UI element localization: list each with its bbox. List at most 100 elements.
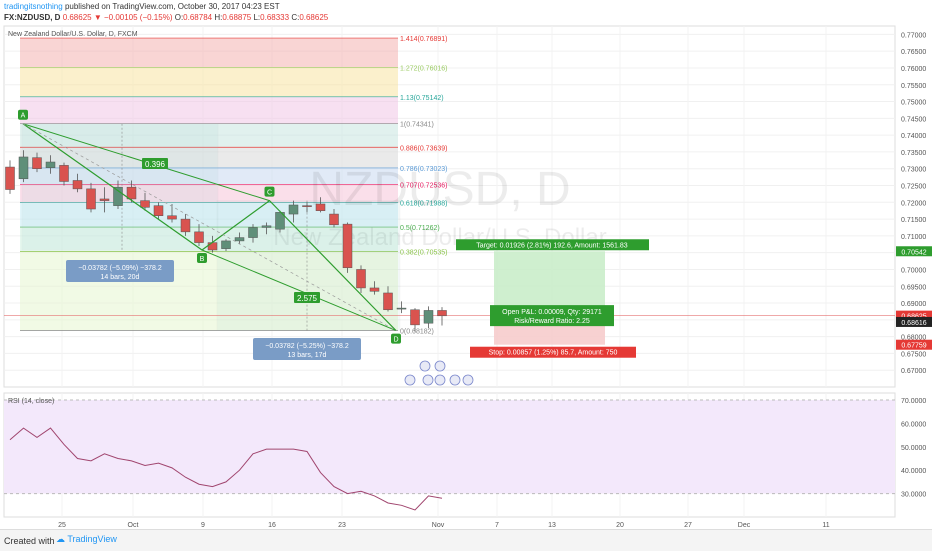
fib-label: 1(0.74341) xyxy=(400,122,434,129)
pattern-point-label: C xyxy=(267,190,272,197)
fib-label: 1.13(0.75142) xyxy=(400,95,444,102)
candle-down xyxy=(180,218,191,233)
candle-up xyxy=(221,240,231,249)
rsi-title: RSI (14, close) xyxy=(8,398,54,405)
series-legend: New Zealand Dollar/U.S. Dollar, D, FXCM xyxy=(8,31,138,38)
pattern-point-badge xyxy=(18,109,28,120)
candle-up xyxy=(275,212,285,230)
price-tick-label: 0.72500 xyxy=(901,184,926,191)
price-badge xyxy=(896,310,932,321)
symbol-label: FX:NZDUSD, D xyxy=(4,13,61,22)
candle-up xyxy=(18,156,29,180)
tradingview-brand[interactable]: ☁ TradingView xyxy=(56,534,117,545)
price-tick-label: 0.67000 xyxy=(901,368,926,375)
price-tick-label: 0.71500 xyxy=(901,217,926,224)
rsi-line xyxy=(9,427,443,511)
economic-event-icon xyxy=(404,374,416,386)
stop-label: Stop: 0.00857 (1.25%) 85.7, Amount: 750 xyxy=(489,350,618,357)
close-value: 0.68625 xyxy=(299,13,329,22)
price-tick-label: 0.68000 xyxy=(901,335,926,342)
candle-down xyxy=(342,223,353,269)
price-tick-label: 0.73500 xyxy=(901,150,926,157)
measure-label-line2: 13 bars, 17d xyxy=(288,352,327,359)
x-tick-label: 23 xyxy=(338,522,346,529)
author-link[interactable]: tradingitsnothing xyxy=(4,2,63,11)
x-tick-label: 25 xyxy=(58,522,66,529)
measure-label-line2: 14 bars, 20d xyxy=(101,274,140,281)
fib-label: 0.786(0.73023) xyxy=(400,166,447,173)
pattern-point-badge xyxy=(264,186,275,197)
chart-header: tradingitsnothing published on TradingVi… xyxy=(0,0,932,24)
risk-reward-label: Risk/Reward Ratio: 2.25 xyxy=(514,318,590,325)
price-tick-label: 0.72000 xyxy=(901,200,926,207)
x-tick-label: 16 xyxy=(268,522,276,529)
measure-area-2 xyxy=(216,200,401,331)
candle-down xyxy=(329,213,339,226)
candle-up xyxy=(113,186,123,206)
fib-label: 0.5(0.71262) xyxy=(400,225,440,232)
rsi-tick-label: 30.0000 xyxy=(901,492,926,499)
stop-label-box xyxy=(470,346,636,358)
candle-down xyxy=(153,205,164,216)
footer-bar: Created with ☁ TradingView xyxy=(0,529,932,551)
fib-label: 0.886(0.73639) xyxy=(400,145,447,152)
candle-down xyxy=(32,157,42,169)
x-tick-label: 27 xyxy=(684,522,692,529)
candle-down xyxy=(383,292,393,311)
entry-label-box xyxy=(490,305,614,327)
rsi-tick-label: 40.0000 xyxy=(901,468,926,475)
candle-down xyxy=(126,186,137,200)
rsi-band xyxy=(4,400,895,494)
economic-event-icon xyxy=(434,360,446,372)
published-text: published on TradingView.com, October 30… xyxy=(64,2,280,11)
price-tick-label: 0.69500 xyxy=(901,284,926,291)
pattern-point-label: A xyxy=(21,113,26,120)
open-pl-label: Open P&L: 0.00009, Qty: 29171 xyxy=(502,309,602,316)
fib-band xyxy=(20,38,398,68)
economic-event-icon xyxy=(422,374,434,386)
fib-band xyxy=(20,96,398,124)
candle-down xyxy=(315,203,326,211)
price-tick-label: 0.75500 xyxy=(901,83,926,90)
candle-down xyxy=(167,215,177,220)
fib-band xyxy=(20,167,398,185)
target-label-box xyxy=(456,239,649,251)
brand-label: TradingView xyxy=(67,534,117,544)
candle-down xyxy=(99,198,110,201)
created-with-text: Created with xyxy=(4,536,55,546)
open-label: O: xyxy=(174,13,184,22)
rsi-tick-label: 70.0000 xyxy=(901,398,926,405)
x-tick-label: 9 xyxy=(201,522,205,529)
price-change: ▼ −0.00105 (−0.15%) xyxy=(93,13,173,22)
candle-up xyxy=(288,204,299,215)
ratio-badge xyxy=(142,158,168,169)
price-tick-label: 0.70000 xyxy=(901,267,926,274)
high-label: H: xyxy=(214,13,223,22)
candle-down xyxy=(369,287,380,292)
pattern-point-a: A xyxy=(18,109,28,120)
candle-down xyxy=(356,269,366,289)
candle-down xyxy=(59,165,69,182)
price-tick-label: 0.76000 xyxy=(901,66,926,73)
x-tick-label: 20 xyxy=(616,522,624,529)
candle-down xyxy=(437,310,447,317)
candle-down xyxy=(140,200,150,208)
candle-up xyxy=(423,310,434,324)
ad-dash xyxy=(22,123,397,331)
candle-down xyxy=(302,205,312,207)
x-tick-label: 11 xyxy=(822,522,829,529)
candle-down xyxy=(86,188,96,210)
fib-band xyxy=(20,123,398,148)
cloud-icon: ☁ xyxy=(56,534,65,544)
measure-label-line1: −0.03782 (−5.25%) −378.2 xyxy=(265,343,349,350)
fib-label: 1.272(0.76016) xyxy=(400,65,447,72)
price-badge-label: 0.68616 xyxy=(901,320,926,327)
chart-canvas[interactable]: 0.670000.675000.680000.685000.690000.695… xyxy=(0,0,932,529)
target-label: Target: 0.01926 (2.81%) 192.6, Amount: 1… xyxy=(476,242,627,249)
open-value: 0.68784 xyxy=(183,13,213,22)
close-label: C: xyxy=(291,13,300,22)
economic-event-icon xyxy=(462,374,474,386)
candle-down xyxy=(5,166,15,190)
last-price: 0.68625 xyxy=(62,13,92,22)
candle-down xyxy=(207,242,218,251)
